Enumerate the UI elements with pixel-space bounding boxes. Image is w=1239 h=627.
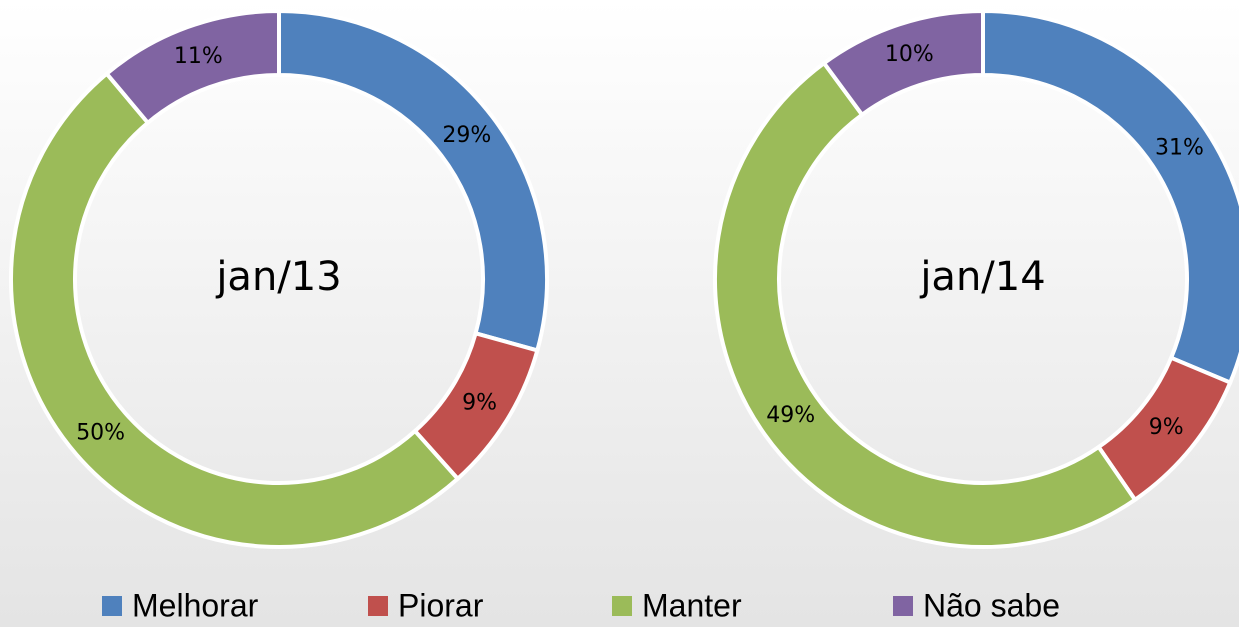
legend-label: Não sabe [923,587,1060,623]
legend-swatch [102,596,122,616]
value-label: 9% [462,390,497,415]
legend-label: Melhorar [132,587,259,623]
value-label: 29% [442,123,491,148]
value-label: 9% [1149,415,1184,440]
donut-segment [713,60,1138,549]
donut-segment [277,8,549,353]
value-label: 50% [76,421,125,446]
value-label: 11% [174,44,223,69]
chart-title: jan/14 [919,254,1045,300]
donut-segment [103,8,281,126]
chart-title: jan/13 [215,254,341,300]
legend-swatch [612,596,632,616]
legend-label: Piorar [398,587,484,623]
donut-segment [9,70,461,549]
value-label: 31% [1155,135,1204,160]
legend-swatch [893,596,913,616]
legend-swatch [368,596,388,616]
value-label: 49% [766,403,815,428]
donut-segment [981,8,1239,386]
donut-segment [821,8,985,118]
legend-label: Manter [642,587,742,623]
value-label: 10% [885,42,934,67]
